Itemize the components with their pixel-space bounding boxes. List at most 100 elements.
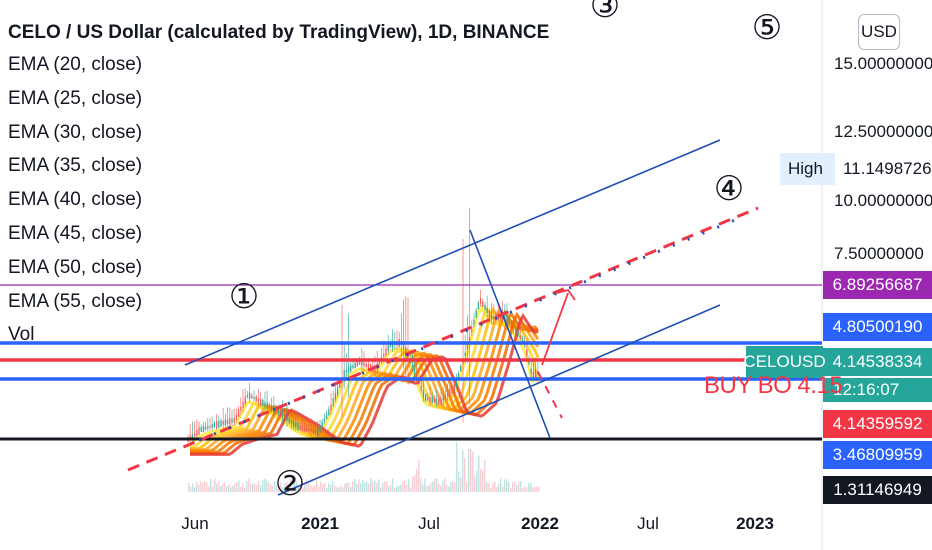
buy-annotation[interactable]: BUY BO 4.15 bbox=[704, 372, 843, 399]
volume-bar bbox=[382, 483, 384, 492]
volume-bar bbox=[318, 486, 320, 492]
volume-bar bbox=[476, 470, 478, 492]
volume-bar bbox=[422, 484, 424, 492]
candle-body bbox=[438, 398, 440, 405]
price-tag-red[interactable]: 4.14359592 bbox=[823, 410, 932, 438]
candle-body bbox=[321, 421, 323, 427]
volume-bar bbox=[340, 486, 342, 492]
volume-bar bbox=[526, 487, 528, 492]
volume-bar bbox=[310, 485, 312, 492]
price-tick-7-5: 7.50000000 bbox=[834, 244, 924, 263]
indicator-volume[interactable]: Vol bbox=[8, 324, 35, 346]
volume-bar bbox=[288, 486, 290, 492]
wave-label-5[interactable]: ⑤ bbox=[751, 8, 783, 48]
volume-bar bbox=[532, 487, 534, 492]
descending-line[interactable] bbox=[469, 229, 551, 439]
volume-bar bbox=[496, 487, 498, 492]
wave-label-3[interactable]: ③ bbox=[589, 0, 621, 26]
high-label: High bbox=[788, 159, 823, 178]
indicator-ema-20[interactable]: EMA (20, close) bbox=[8, 54, 143, 75]
wave-label-1[interactable]: ① bbox=[228, 277, 260, 317]
volume-bar bbox=[426, 485, 428, 492]
indicator-ema-50[interactable]: EMA (50, close) bbox=[8, 256, 143, 278]
channel-upper-line[interactable] bbox=[184, 139, 721, 366]
volume-bar bbox=[414, 474, 416, 492]
candle-body bbox=[482, 301, 484, 308]
currency-button[interactable]: USD bbox=[858, 14, 900, 50]
volume-bar bbox=[480, 468, 482, 492]
candle-body bbox=[191, 434, 194, 439]
price-tag-support[interactable]: 3.46809959 bbox=[823, 441, 932, 469]
indicator-ema-45[interactable]: EMA (45, close) bbox=[8, 222, 143, 244]
volume-bar bbox=[538, 486, 540, 492]
price-tag-purple[interactable]: 6.89256687 bbox=[823, 271, 932, 299]
volume-bar bbox=[358, 479, 360, 492]
price-tag-resistance[interactable]: 4.80500190 bbox=[823, 313, 932, 341]
volume-bar bbox=[472, 451, 474, 492]
candle-body bbox=[343, 370, 345, 378]
indicator-ema-40[interactable]: EMA (40, close) bbox=[8, 189, 143, 211]
volume-bar bbox=[218, 481, 220, 492]
volume-bar bbox=[520, 481, 522, 492]
volume-bar bbox=[418, 459, 420, 492]
price-tick-10: 10.00000000 bbox=[834, 191, 932, 210]
candle-body bbox=[301, 426, 304, 431]
candle-body bbox=[323, 419, 326, 422]
candle-body bbox=[471, 329, 473, 333]
candle-body bbox=[387, 344, 389, 352]
volume-bar bbox=[312, 487, 314, 492]
candle-body bbox=[215, 421, 218, 428]
candle-body bbox=[526, 349, 528, 356]
volume-bar bbox=[194, 487, 196, 492]
ema-line-2 bbox=[190, 306, 540, 450]
indicator-ema-30[interactable]: EMA (30, close) bbox=[8, 121, 143, 143]
channel-lower-line[interactable] bbox=[277, 304, 721, 496]
volume-bar bbox=[238, 480, 240, 492]
volume-bar bbox=[262, 479, 264, 492]
candle-body bbox=[530, 369, 532, 375]
volume-bar bbox=[320, 481, 322, 492]
volume-bar bbox=[376, 482, 378, 492]
candle-body bbox=[519, 336, 521, 340]
candle-body bbox=[420, 385, 422, 391]
candle-body bbox=[473, 319, 475, 325]
candle-body bbox=[427, 397, 429, 400]
price-tag-base[interactable]: 1.31146949 bbox=[823, 476, 932, 504]
candle-body bbox=[246, 395, 249, 398]
projection-arrow[interactable] bbox=[541, 292, 569, 366]
volume-bar bbox=[258, 480, 260, 492]
time-label-jul-2022: Jul bbox=[637, 514, 659, 533]
volume-bar bbox=[390, 484, 392, 492]
volume-bar bbox=[360, 483, 362, 492]
candle-body bbox=[479, 298, 482, 304]
candle-body bbox=[218, 420, 220, 428]
indicator-ema-55[interactable]: EMA (55, close) bbox=[8, 290, 143, 312]
wave-label-2[interactable]: ② bbox=[274, 464, 306, 504]
candle-body bbox=[358, 360, 361, 365]
candle-body bbox=[277, 410, 279, 415]
wave-label-4[interactable]: ④ bbox=[713, 169, 745, 209]
candle-body bbox=[413, 368, 416, 374]
indicator-ema-25[interactable]: EMA (25, close) bbox=[8, 87, 143, 109]
candle-body bbox=[253, 397, 255, 400]
volume-bar bbox=[464, 458, 466, 492]
candle-body bbox=[405, 347, 407, 355]
candle-body bbox=[361, 360, 363, 366]
candle-body bbox=[279, 412, 282, 416]
candle-body bbox=[264, 402, 266, 406]
candle-body bbox=[493, 315, 495, 320]
volume-bar bbox=[350, 486, 352, 492]
trend-dashed-line[interactable] bbox=[127, 206, 759, 472]
volume-bar bbox=[452, 480, 454, 492]
price-tag-last[interactable]: 4.14538334 bbox=[823, 348, 932, 376]
volume-bar bbox=[330, 484, 332, 492]
indicator-ema-35[interactable]: EMA (35, close) bbox=[8, 155, 143, 177]
candle-body bbox=[275, 407, 277, 414]
chart-title[interactable]: CELO / US Dollar (calculated by TradingV… bbox=[8, 22, 550, 43]
candle-body bbox=[231, 418, 233, 423]
volume-bar bbox=[394, 487, 396, 492]
candle-body bbox=[521, 340, 524, 343]
volume-bar bbox=[282, 487, 284, 492]
high-price-tag[interactable]: High 11.14987260 bbox=[780, 153, 932, 185]
